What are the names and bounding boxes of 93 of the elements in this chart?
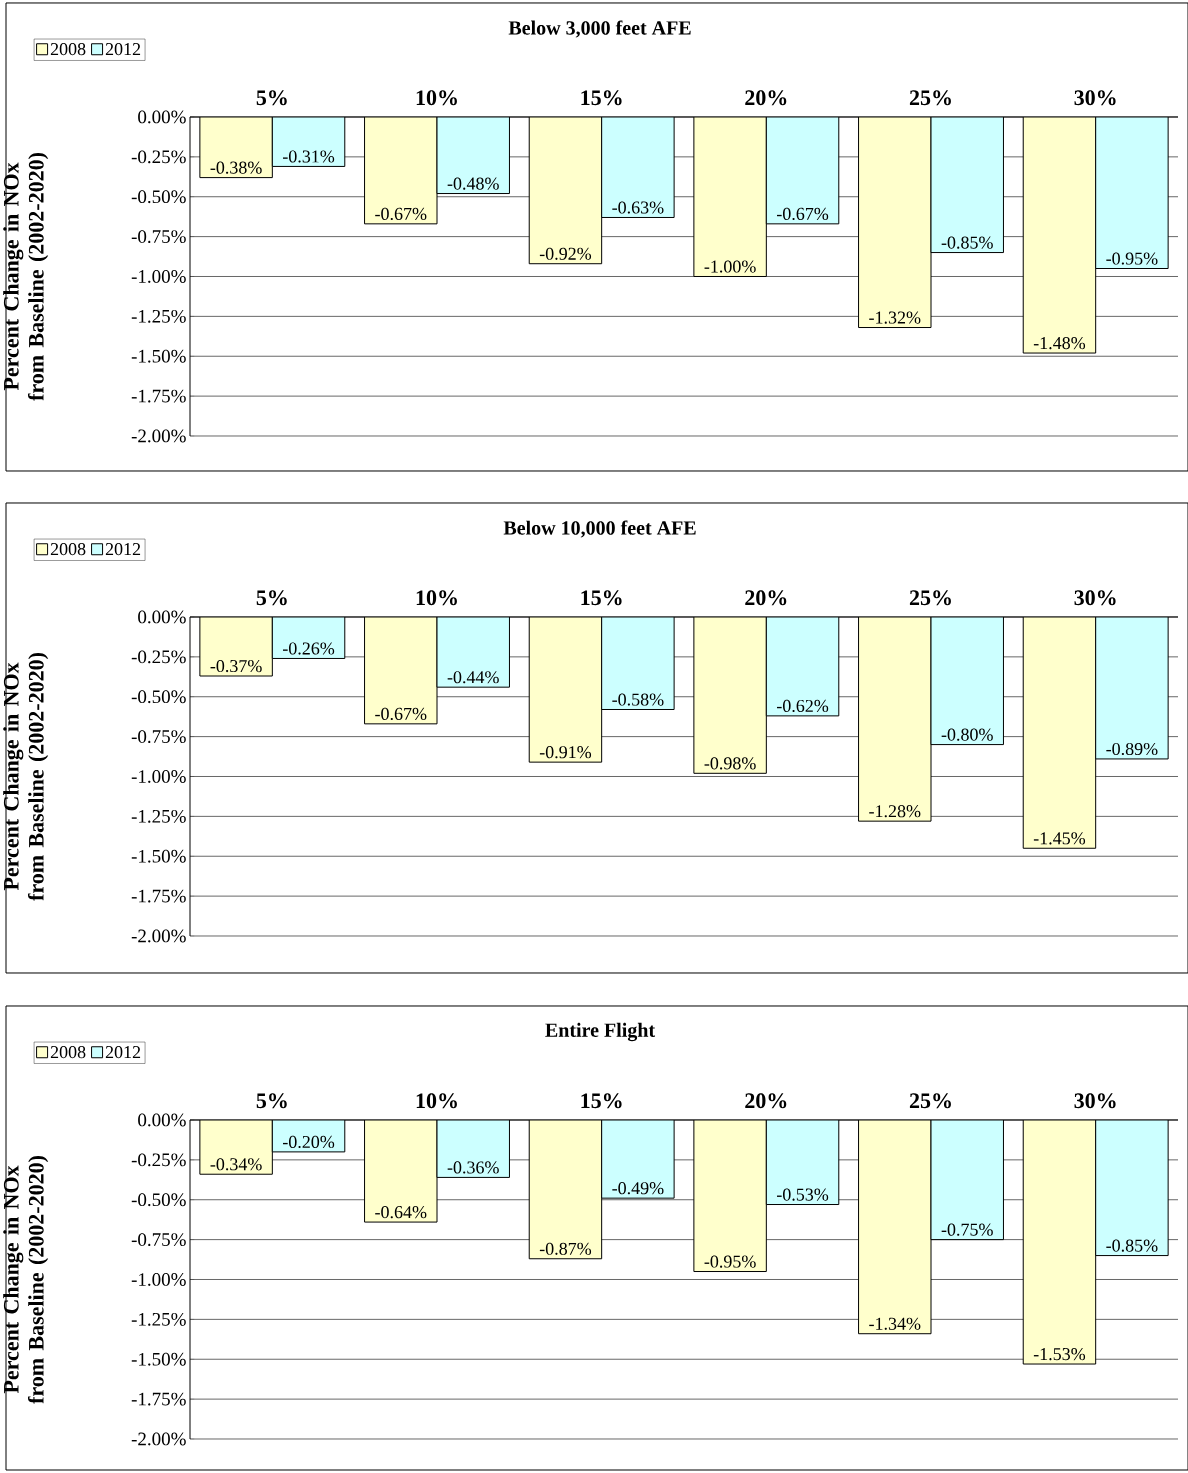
- y-axis-title: Percent Change in NOx from Baseline (2002-2020): [3, 653, 49, 901]
- data-label: -0.36%: [447, 1161, 499, 1174]
- data-label: -0.92%: [539, 247, 592, 260]
- legend-label: 2008: [50, 43, 86, 56]
- x-tick-label: 10%: [416, 590, 457, 606]
- y-tick-label: -1.00%: [131, 1273, 186, 1286]
- y-tick-label: -0.25%: [131, 150, 186, 164]
- data-label: -0.38%: [210, 161, 262, 174]
- data-label: -0.85%: [1106, 1239, 1158, 1252]
- data-label: -0.58%: [612, 693, 664, 706]
- data-label: -1.53%: [1033, 1347, 1086, 1361]
- y-tick-label: -0.50%: [131, 1193, 186, 1207]
- x-tick-label: 25%: [909, 590, 951, 606]
- data-label: -0.75%: [941, 1223, 993, 1236]
- x-tick-label: 20%: [745, 590, 787, 606]
- data-label: -0.67%: [375, 207, 427, 221]
- x-tick-label: 25%: [909, 1093, 951, 1109]
- chart-title: Entire Flight: [545, 1022, 656, 1042]
- data-label: -1.32%: [869, 311, 921, 324]
- y-tick-label: -1.75%: [131, 1392, 186, 1406]
- x-tick-label: 10%: [416, 1093, 457, 1109]
- y-tick-label: -1.75%: [131, 889, 186, 903]
- y-tick-label: -1.50%: [131, 849, 186, 863]
- chart-title: Below 3,000 feet AFE: [508, 20, 691, 38]
- data-label: -0.63%: [612, 201, 664, 214]
- data-label: -0.67%: [375, 707, 427, 721]
- data-label: -0.44%: [447, 671, 499, 684]
- data-label: -1.34%: [869, 1317, 921, 1330]
- data-label: -1.45%: [1033, 832, 1086, 845]
- x-tick-label: 30%: [1074, 90, 1116, 106]
- data-label: -0.34%: [210, 1158, 262, 1171]
- x-tick-label: 15%: [581, 590, 622, 606]
- data-label: -0.64%: [375, 1206, 427, 1219]
- y-tick-label: -1.50%: [131, 1352, 186, 1366]
- data-label: -0.48%: [447, 177, 499, 190]
- y-tick-label: -0.50%: [131, 190, 186, 204]
- y-tick-label: -1.25%: [131, 1312, 186, 1326]
- data-label: -0.89%: [1106, 742, 1158, 756]
- x-tick-label: 25%: [909, 90, 951, 106]
- y-tick-label: 0.00%: [138, 110, 186, 124]
- y-axis-title: Percent Change in NOx from Baseline (2002-2020): [3, 153, 49, 401]
- data-label: -1.48%: [1033, 337, 1086, 350]
- data-label: -0.87%: [539, 1242, 592, 1255]
- y-tick-label: -1.50%: [131, 349, 186, 363]
- data-label: -0.91%: [539, 746, 592, 759]
- data-label: -0.95%: [1106, 252, 1158, 265]
- y-tick-label: -0.25%: [131, 650, 186, 664]
- data-label: -0.98%: [704, 757, 756, 770]
- data-label: -0.95%: [704, 1255, 756, 1268]
- data-label: -0.31%: [282, 150, 335, 163]
- y-tick-label: -1.25%: [131, 809, 186, 823]
- data-label: -1.00%: [704, 260, 756, 273]
- y-tick-label: 0.00%: [138, 610, 186, 624]
- chart-title: Below 10,000 feet AFE: [503, 520, 696, 538]
- y-tick-label: -0.25%: [131, 1153, 186, 1167]
- legend-label: 2012: [105, 543, 141, 556]
- x-tick-label: 10%: [416, 90, 457, 106]
- y-tick-label: -1.00%: [131, 770, 186, 783]
- y-tick-label: -0.75%: [131, 230, 186, 244]
- x-tick-label: 30%: [1074, 590, 1116, 606]
- y-tick-label: -0.75%: [131, 730, 186, 744]
- legend-label: 2008: [50, 543, 86, 556]
- x-tick-label: 20%: [745, 90, 787, 106]
- legend-label: 2012: [105, 43, 141, 56]
- x-tick-label: 5%: [256, 1093, 287, 1109]
- y-tick-label: -1.00%: [131, 270, 186, 283]
- y-tick-label: -1.25%: [131, 309, 186, 323]
- y-tick-label: -2.00%: [131, 429, 186, 443]
- data-label: -0.85%: [941, 236, 993, 249]
- legend-label: 2008: [50, 1046, 86, 1059]
- x-tick-label: 15%: [581, 1093, 622, 1109]
- data-label: -0.37%: [210, 659, 262, 673]
- x-tick-label: 5%: [256, 590, 287, 606]
- data-label: -0.53%: [776, 1188, 829, 1201]
- legend-label: 2012: [105, 1046, 141, 1059]
- data-label: -0.26%: [282, 642, 335, 655]
- y-tick-label: -0.75%: [131, 1233, 186, 1247]
- x-tick-label: 30%: [1074, 1093, 1116, 1109]
- data-label: -0.20%: [282, 1135, 335, 1149]
- data-label: -0.67%: [776, 207, 829, 221]
- data-label: -1.28%: [869, 805, 921, 818]
- data-label: -0.80%: [941, 728, 993, 741]
- y-tick-label: -2.00%: [131, 1432, 186, 1446]
- data-label: -0.62%: [776, 699, 829, 713]
- x-tick-label: 15%: [581, 90, 622, 106]
- x-tick-label: 20%: [745, 1093, 787, 1109]
- y-tick-label: -0.50%: [131, 690, 186, 704]
- x-tick-label: 5%: [256, 90, 287, 106]
- y-tick-label: 0.00%: [138, 1113, 186, 1127]
- y-axis-title: Percent Change in NOx from Baseline (2002-2020): [3, 1156, 49, 1404]
- data-label: -0.49%: [612, 1182, 664, 1195]
- y-tick-label: -2.00%: [131, 929, 186, 943]
- y-tick-label: -1.75%: [131, 389, 186, 403]
